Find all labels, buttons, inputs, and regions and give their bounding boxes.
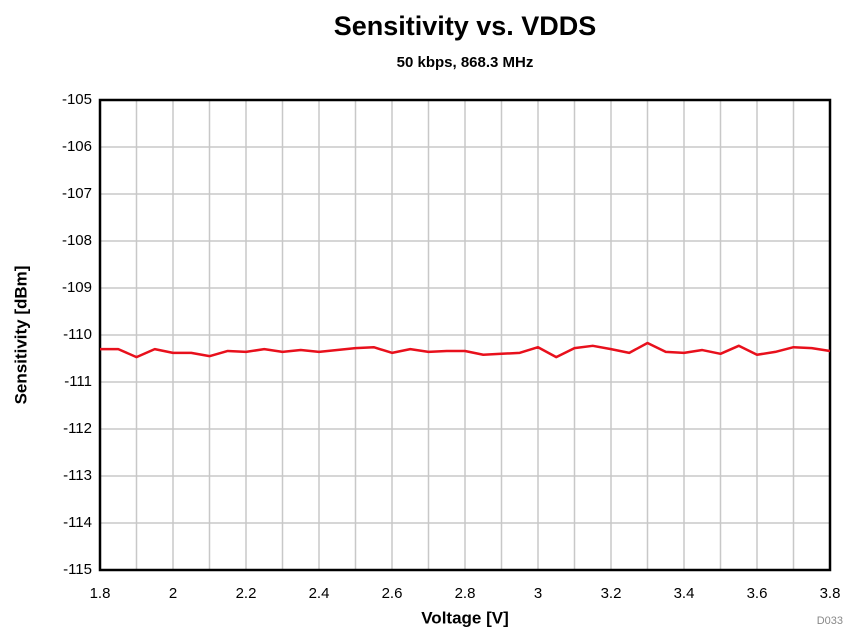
y-tick-label: -108	[62, 232, 92, 249]
x-tick-label: 2.6	[382, 585, 403, 602]
y-tick-label: -111	[64, 373, 92, 390]
y-tick-label: -109	[62, 279, 92, 296]
chart-title: Sensitivity vs. VDDS	[334, 11, 597, 41]
figure-id: D033	[817, 615, 843, 627]
x-axis-label: Voltage [V]	[421, 608, 509, 627]
y-tick-label: -112	[63, 420, 92, 437]
y-tick-label: -106	[62, 138, 92, 155]
chart-subtitle: 50 kbps, 868.3 MHz	[397, 54, 534, 71]
x-tick-label: 3.6	[747, 585, 768, 602]
y-tick-label: -114	[63, 514, 92, 531]
x-tick-label: 1.8	[90, 585, 111, 602]
x-tick-label: 2.2	[236, 585, 257, 602]
y-axis-label: Sensitivity [dBm]	[11, 266, 30, 405]
y-tick-label: -105	[62, 91, 92, 108]
plot-frame	[98, 98, 832, 572]
x-tick-label: 2	[169, 585, 177, 602]
x-tick-label: 3.2	[601, 585, 622, 602]
x-tick-label: 2.4	[309, 585, 330, 602]
data-line	[100, 341, 831, 359]
x-tick-label: 2.8	[455, 585, 476, 602]
y-tick-label: -110	[63, 326, 92, 343]
y-tick-label: -113	[63, 467, 92, 484]
y-tick-label: -107	[62, 185, 92, 202]
x-tick-label: 3.8	[820, 585, 841, 602]
x-tick-label: 3	[534, 585, 542, 602]
x-tick-label: 3.4	[674, 585, 695, 602]
y-tick-label: -115	[63, 561, 92, 578]
